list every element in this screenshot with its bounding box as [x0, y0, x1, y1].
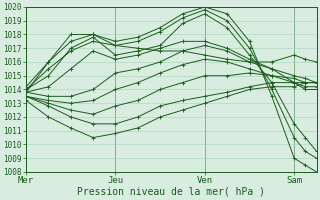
- X-axis label: Pression niveau de la mer( hPa ): Pression niveau de la mer( hPa ): [77, 187, 265, 197]
